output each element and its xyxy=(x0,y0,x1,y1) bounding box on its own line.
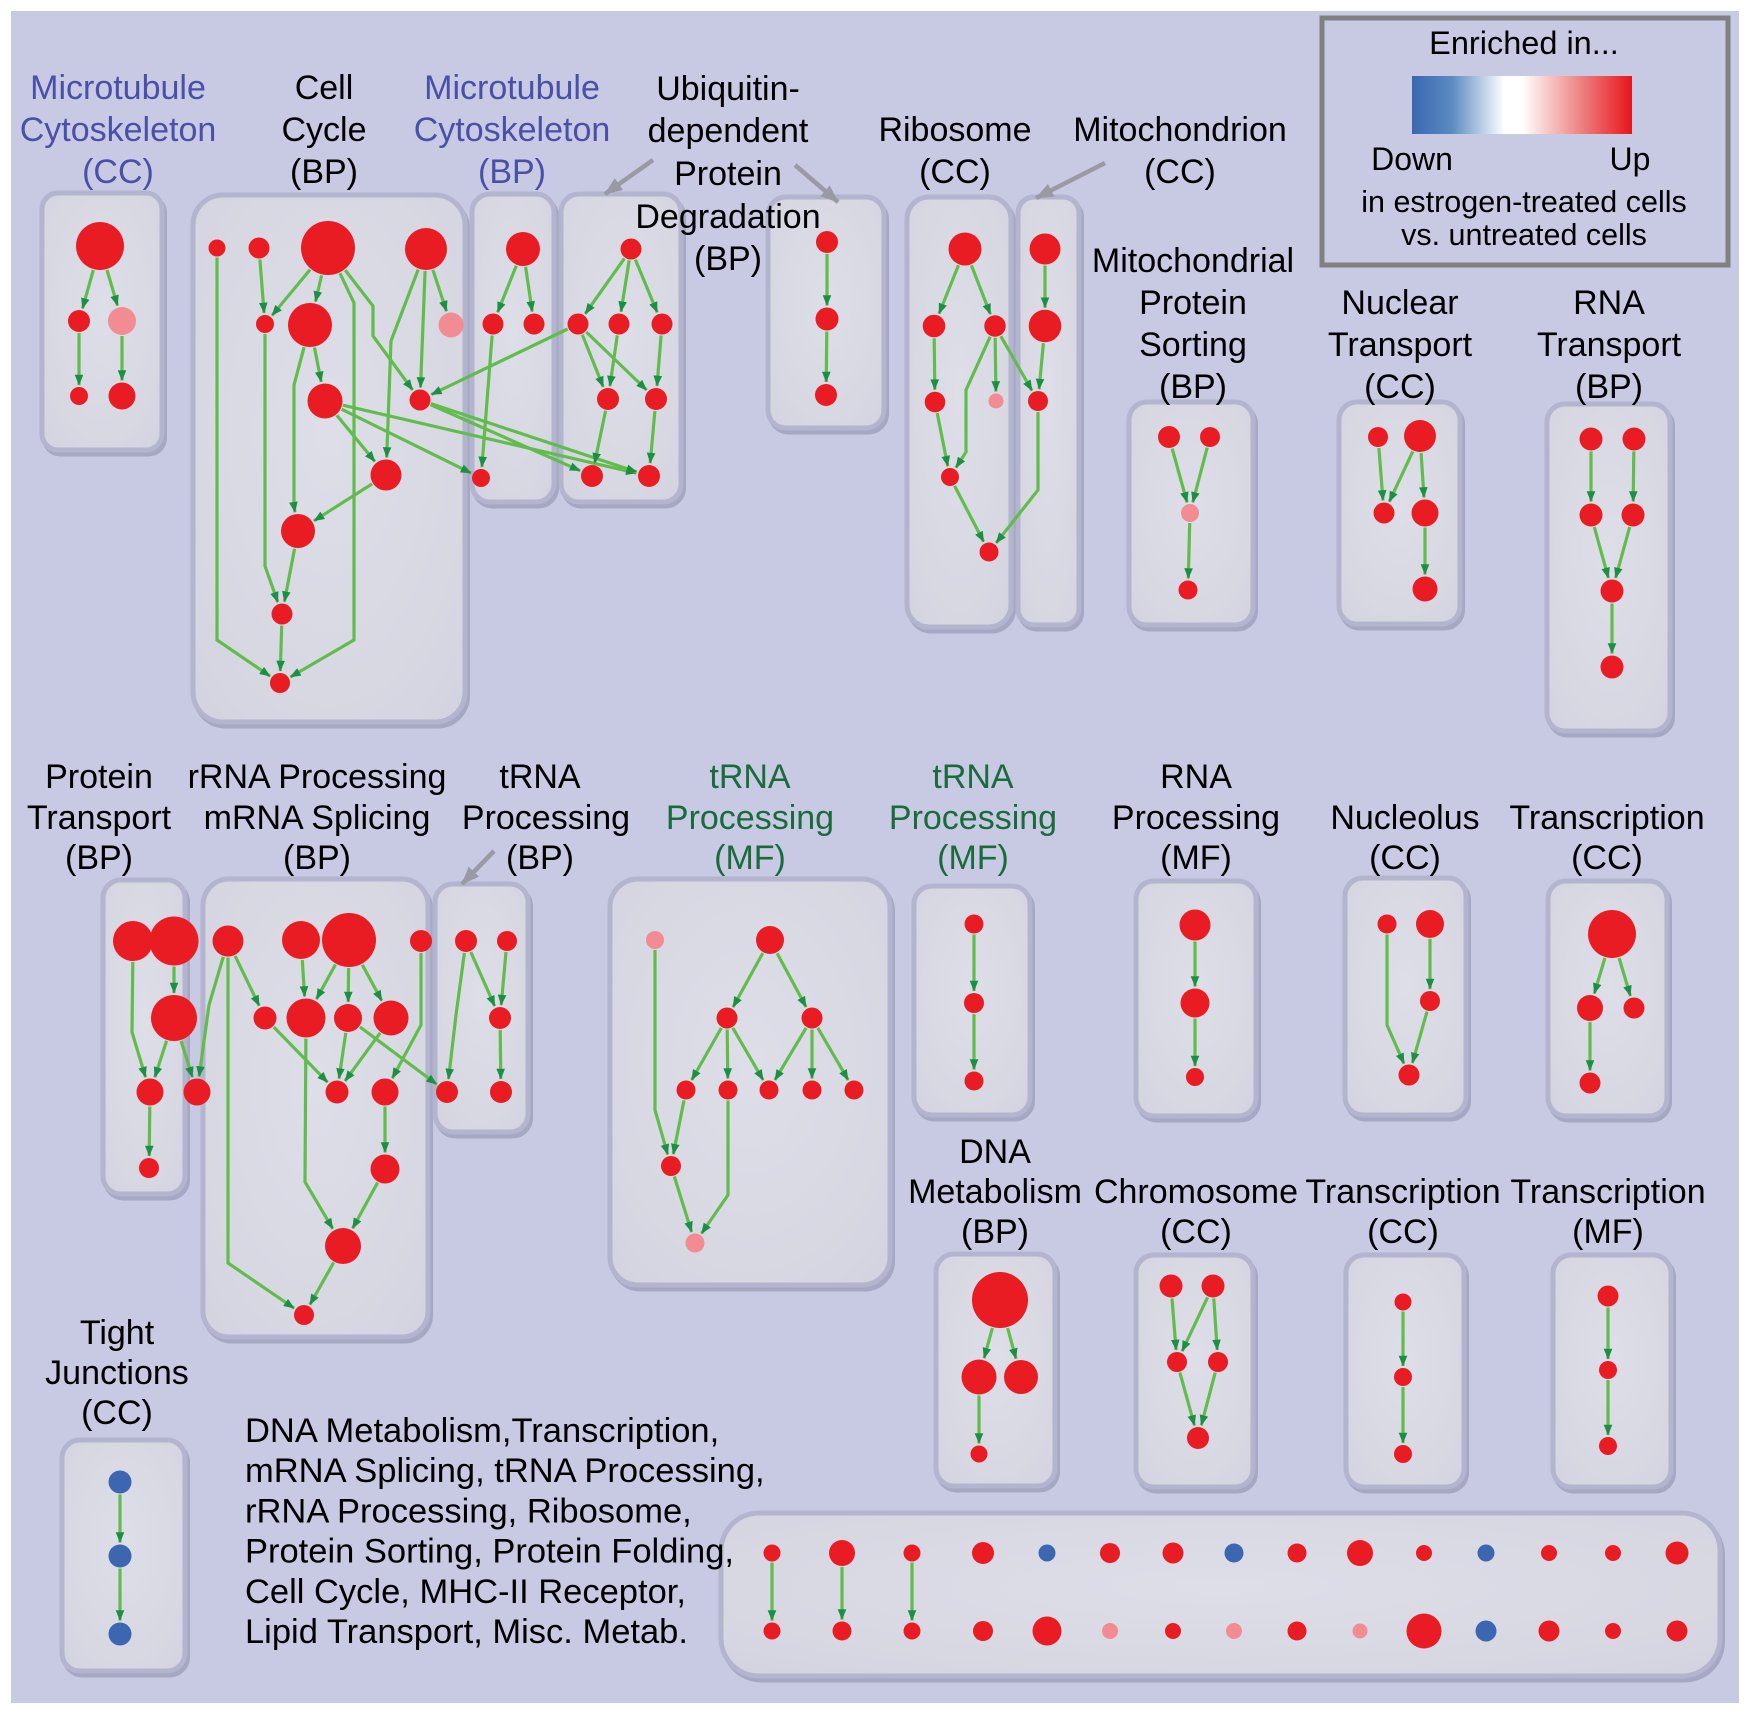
svg-text:(CC): (CC) xyxy=(1367,1213,1439,1251)
svg-text:DNA: DNA xyxy=(959,1133,1031,1171)
svg-text:Enriched in...: Enriched in... xyxy=(1429,25,1619,61)
svg-text:(BP): (BP) xyxy=(283,839,351,877)
svg-text:(CC): (CC) xyxy=(1160,1213,1232,1251)
svg-text:in estrogen-treated cells: in estrogen-treated cells xyxy=(1361,185,1687,219)
svg-text:Transport: Transport xyxy=(1537,326,1682,364)
svg-text:Processing: Processing xyxy=(1112,799,1280,837)
svg-text:Protein: Protein xyxy=(1139,284,1247,322)
svg-text:Nucleolus: Nucleolus xyxy=(1330,799,1479,837)
svg-text:Transcription: Transcription xyxy=(1510,1173,1705,1211)
svg-text:(MF): (MF) xyxy=(714,839,786,877)
svg-text:(CC): (CC) xyxy=(1571,839,1643,877)
svg-text:(CC): (CC) xyxy=(81,1394,153,1432)
svg-text:Degradation: Degradation xyxy=(635,198,820,236)
svg-text:tRNA: tRNA xyxy=(932,758,1014,796)
svg-text:mRNA Splicing, tRNA Processing: mRNA Splicing, tRNA Processing, xyxy=(245,1452,765,1490)
svg-text:tRNA: tRNA xyxy=(709,758,791,796)
svg-text:Chromosome: Chromosome xyxy=(1094,1173,1298,1211)
svg-text:Junctions: Junctions xyxy=(45,1354,189,1392)
svg-text:(CC): (CC) xyxy=(919,153,991,191)
svg-text:(CC): (CC) xyxy=(1144,153,1216,191)
svg-text:Cytoskeleton: Cytoskeleton xyxy=(20,111,217,149)
svg-text:Transport: Transport xyxy=(1328,326,1473,364)
svg-text:Processing: Processing xyxy=(462,799,630,837)
svg-text:(CC): (CC) xyxy=(1364,368,1436,406)
svg-text:rRNA Processing, Ribosome,: rRNA Processing, Ribosome, xyxy=(245,1492,692,1530)
svg-text:(BP): (BP) xyxy=(290,153,358,191)
svg-text:(BP): (BP) xyxy=(1159,368,1227,406)
svg-text:Cycle: Cycle xyxy=(281,111,366,149)
svg-text:Transcription: Transcription xyxy=(1305,1173,1500,1211)
svg-text:Tight: Tight xyxy=(80,1314,155,1352)
svg-text:Metabolism: Metabolism xyxy=(908,1173,1082,1211)
svg-text:Microtubule: Microtubule xyxy=(30,69,206,107)
svg-text:Transport: Transport xyxy=(27,799,172,837)
svg-text:(BP): (BP) xyxy=(478,153,546,191)
svg-text:mRNA Splicing: mRNA Splicing xyxy=(204,799,431,837)
svg-text:RNA: RNA xyxy=(1573,284,1645,322)
svg-text:(BP): (BP) xyxy=(65,839,133,877)
svg-text:Mitochondrial: Mitochondrial xyxy=(1092,242,1294,280)
svg-text:vs. untreated cells: vs. untreated cells xyxy=(1401,218,1647,252)
svg-text:Ubiquitin-: Ubiquitin- xyxy=(656,70,800,108)
svg-text:RNA: RNA xyxy=(1160,758,1232,796)
svg-text:Cell: Cell xyxy=(295,69,354,107)
svg-text:(MF): (MF) xyxy=(1160,839,1232,877)
svg-text:Protein Sorting, Protein Foldi: Protein Sorting, Protein Folding, xyxy=(245,1533,734,1571)
svg-text:Sorting: Sorting xyxy=(1139,326,1247,364)
svg-text:(BP): (BP) xyxy=(961,1213,1029,1251)
svg-text:Nuclear: Nuclear xyxy=(1341,284,1458,322)
svg-text:Ribosome: Ribosome xyxy=(878,111,1031,149)
svg-text:Transcription: Transcription xyxy=(1509,799,1704,837)
svg-text:(BP): (BP) xyxy=(694,240,762,278)
svg-text:Cytoskeleton: Cytoskeleton xyxy=(414,111,611,149)
svg-text:Processing: Processing xyxy=(666,799,834,837)
svg-text:Up: Up xyxy=(1610,141,1651,177)
svg-text:rRNA Processing: rRNA Processing xyxy=(188,758,447,796)
svg-text:Processing: Processing xyxy=(889,799,1057,837)
svg-text:Protein: Protein xyxy=(674,155,782,193)
svg-text:Microtubule: Microtubule xyxy=(424,69,600,107)
svg-text:tRNA: tRNA xyxy=(499,758,581,796)
svg-text:Protein: Protein xyxy=(45,758,153,796)
svg-text:(BP): (BP) xyxy=(1575,368,1643,406)
svg-text:dependent: dependent xyxy=(648,112,809,150)
svg-text:Down: Down xyxy=(1371,141,1453,177)
svg-text:Lipid Transport, Misc. Metab.: Lipid Transport, Misc. Metab. xyxy=(245,1613,688,1651)
svg-text:(MF): (MF) xyxy=(937,839,1009,877)
svg-text:Mitochondrion: Mitochondrion xyxy=(1073,111,1287,149)
svg-text:(MF): (MF) xyxy=(1572,1213,1644,1251)
svg-text:(CC): (CC) xyxy=(82,153,154,191)
svg-text:DNA Metabolism,Transcription,: DNA Metabolism,Transcription, xyxy=(245,1412,719,1450)
svg-text:Cell Cycle, MHC-II Receptor,: Cell Cycle, MHC-II Receptor, xyxy=(245,1573,686,1611)
svg-text:(BP): (BP) xyxy=(506,839,574,877)
svg-text:(CC): (CC) xyxy=(1369,839,1441,877)
